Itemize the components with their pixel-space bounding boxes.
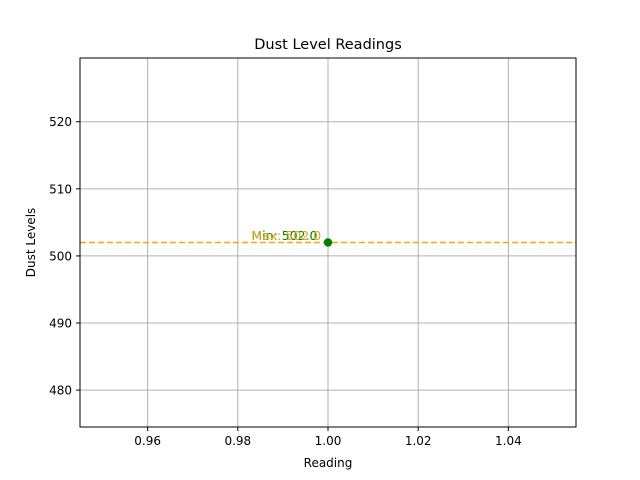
data-point — [323, 238, 333, 247]
max-annotation: Max: 502.0 — [251, 228, 321, 243]
y-tick-label: 480 — [49, 384, 72, 398]
x-axis-ticks: 0.96 0.98 1.00 1.02 1.04 — [134, 427, 522, 448]
min-annotation: Min: 502.0 — [251, 228, 317, 243]
y-axis-label: Dust Levels — [24, 208, 38, 278]
x-tick-label: 1.00 — [315, 434, 342, 448]
y-axis-ticks: 480 490 500 510 520 — [49, 115, 80, 398]
x-axis-label: Reading — [304, 456, 353, 470]
x-tick-label: 1.04 — [495, 434, 522, 448]
y-tick-label: 490 — [49, 317, 72, 331]
y-tick-label: 520 — [49, 115, 72, 129]
x-tick-label: 0.98 — [224, 434, 251, 448]
x-tick-label: 0.96 — [134, 434, 161, 448]
y-tick-label: 510 — [49, 182, 72, 196]
x-tick-label: 1.02 — [405, 434, 432, 448]
data-points — [323, 238, 333, 247]
chart-title: Dust Level Readings — [254, 37, 402, 53]
y-tick-label: 500 — [49, 249, 72, 263]
